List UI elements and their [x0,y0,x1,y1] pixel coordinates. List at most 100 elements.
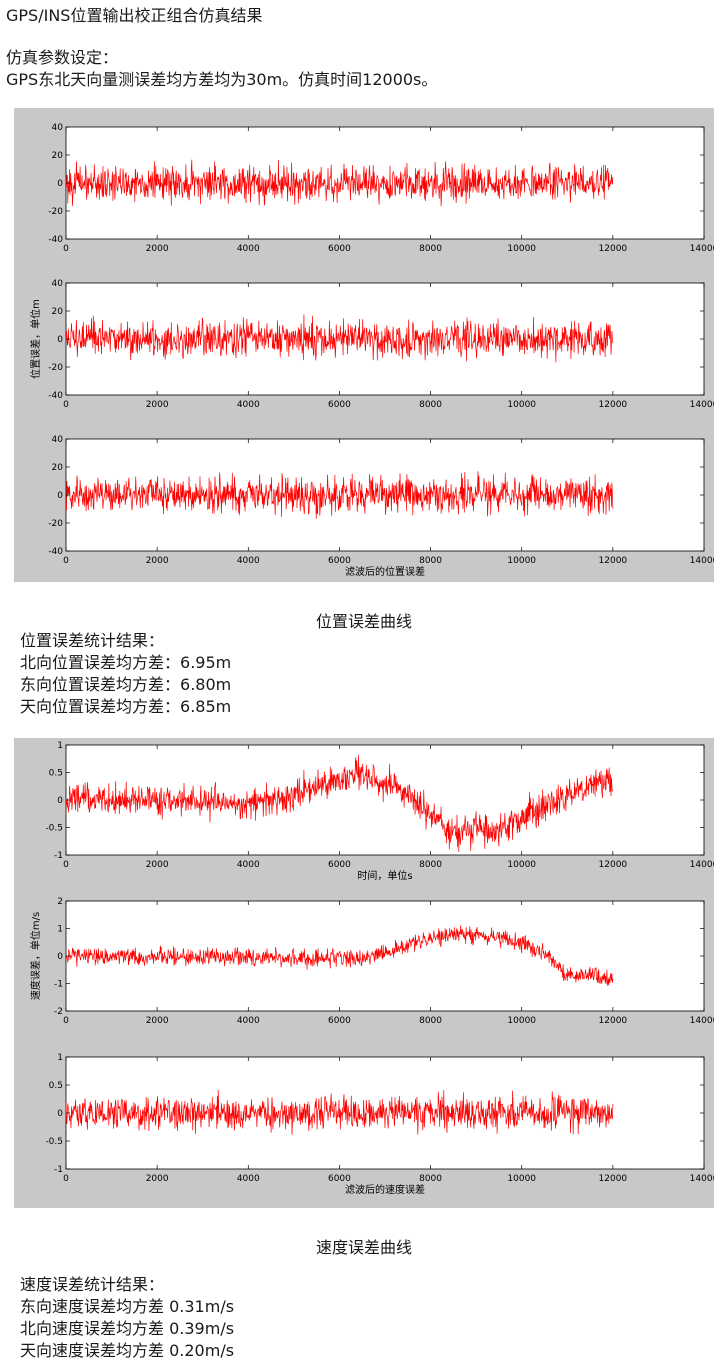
y-tick-label: 0 [57,179,63,189]
y-tick-label: 0 [57,335,63,345]
series-line [65,471,614,519]
x-tick-label: 8000 [419,244,442,254]
velocity-stat-up: 天向速度误差均方差 0.20m/s [20,1340,234,1362]
y-tick-label: -20 [48,207,63,217]
x-tick-label: 4000 [237,244,260,254]
x-tick-label: 0 [63,1174,69,1184]
x-tick-label: 0 [63,400,69,410]
y-tick-label: -0.5 [45,824,63,834]
subplot-4: 0 2000 4000 6000 8000 10000 12000 14000 -2 -1 0 1 2 速… [29,897,714,1026]
y-tick-label: 40 [52,279,64,289]
y-tick-label: -2 [54,1007,63,1017]
y-tick-label: 0.5 [49,1081,63,1091]
velocity-stat-north: 北向速度误差均方差 0.39m/s [20,1318,234,1340]
y-tick-label: 1 [57,925,63,935]
y-axis-label: 位置误差，单位m [29,299,42,379]
x-tick-label: 10000 [507,1016,536,1026]
stat-value: 6.85m [180,697,232,716]
y-tick-label: -40 [48,235,63,245]
x-tick-label: 10000 [507,400,536,410]
x-tick-label: 0 [63,860,69,870]
x-tick-label: 2000 [146,860,169,870]
series-line [65,314,614,363]
y-tick-label: -1 [54,980,63,990]
x-tick-label: 0 [63,556,69,566]
x-tick-label: 0 [63,1016,69,1026]
sim-params-heading: 仿真参数设定： [6,48,119,67]
velocity-stat-east: 东向速度误差均方差 0.31m/s [20,1296,234,1318]
y-tick-label: -1 [54,1165,63,1175]
subplot-2: 0 2000 4000 6000 8000 10000 12000 14000 -40 -20 0 2… [48,435,714,578]
y-tick-label: -20 [48,519,63,529]
position-stat-east: 东向位置误差均方差：6.80m [20,674,231,696]
x-tick-label: 2000 [146,1174,169,1184]
x-tick-label: 6000 [328,1174,351,1184]
x-tick-label: 10000 [507,860,536,870]
x-tick-label: 12000 [599,400,628,410]
x-tick-label: 14000 [690,860,714,870]
y-tick-label: 40 [52,123,64,133]
x-tick-label: 12000 [599,556,628,566]
y-tick-label: 20 [52,307,64,317]
stat-label: 东向速度误差均方差 [20,1297,165,1316]
velocity-stats-heading: 速度误差统计结果： [20,1275,165,1294]
x-tick-label: 4000 [237,400,260,410]
x-axis-label: 滤波后的速度误差 [345,1183,425,1196]
position-stats-heading: 位置误差统计结果： [20,631,165,650]
stat-value: 0.20m/s [169,1341,235,1360]
y-tick-label: 20 [52,463,64,473]
y-tick-label: -40 [48,547,63,557]
series-line [65,754,614,852]
x-tick-label: 4000 [237,556,260,566]
x-tick-label: 14000 [690,244,714,254]
x-tick-label: 14000 [690,556,714,566]
y-tick-label: -40 [48,391,63,401]
stat-label: 天向速度误差均方差 [20,1341,165,1360]
x-tick-label: 10000 [507,244,536,254]
x-tick-label: 12000 [599,1174,628,1184]
x-tick-label: 4000 [237,1016,260,1026]
x-tick-label: 14000 [690,1016,714,1026]
subplot-0: 0 2000 4000 6000 8000 10000 12000 14000 -40 -20 0 2… [48,123,714,254]
x-axis-label: 滤波后的位置误差 [345,565,425,578]
stat-label: 北向位置误差均方差： [20,653,181,672]
stat-value: 0.39m/s [169,1319,235,1338]
subplot-1: 0 2000 4000 6000 8000 10000 12000 14000 -40 -20 0 2… [29,279,714,410]
y-tick-label: 1 [57,741,63,751]
x-tick-label: 8000 [419,556,442,566]
x-tick-label: 2000 [146,400,169,410]
position-error-figure: 02000400060008000100001200014000-40-2002… [14,108,714,582]
position-error-caption: 位置误差曲线 [315,612,412,631]
subplot-3: 0 2000 4000 6000 8000 10000 12000 14000 -1 -0.5 0 0… [45,741,714,882]
x-tick-label: 10000 [507,1174,536,1184]
x-axis-label: 时间，单位s [357,869,412,882]
series-line [65,1089,614,1135]
x-tick-label: 8000 [419,400,442,410]
subplot-5: 0 2000 4000 6000 8000 10000 12000 14000 -1 -0.5 0 0… [45,1053,714,1196]
position-stats: 位置误差统计结果： 北向位置误差均方差：6.95m 东向位置误差均方差：6.80… [20,630,231,718]
y-tick-label: 0 [57,952,63,962]
x-tick-label: 6000 [328,244,351,254]
axes-box [65,744,705,856]
x-tick-label: 14000 [690,400,714,410]
x-tick-label: 12000 [599,244,628,254]
position-stat-north: 北向位置误差均方差：6.95m [20,652,231,674]
page-title: GPS/INS位置输出校正组合仿真结果 [6,6,263,25]
y-axis-label: 速度误差，单位m/s [29,912,42,1000]
x-tick-label: 6000 [328,860,351,870]
x-tick-label: 12000 [599,1016,628,1026]
velocity-error-figure: 02000400060008000100001200014000-1-0.500… [14,738,714,1208]
x-tick-label: 8000 [419,860,442,870]
y-tick-label: 0.5 [49,769,63,779]
y-tick-label: -0.5 [45,1137,63,1147]
series-line [65,159,614,207]
position-error-chart: 02000400060008000100001200014000-40-2002… [29,123,714,578]
x-tick-label: 2000 [146,244,169,254]
y-tick-label: 0 [57,1109,63,1119]
velocity-error-caption: 速度误差曲线 [315,1238,412,1257]
stat-label: 北向速度误差均方差 [20,1319,165,1338]
y-tick-label: 1 [57,1053,63,1063]
x-tick-label: 10000 [507,556,536,566]
stat-label: 天向位置误差均方差： [20,697,181,716]
stat-value: 0.31m/s [169,1297,235,1316]
